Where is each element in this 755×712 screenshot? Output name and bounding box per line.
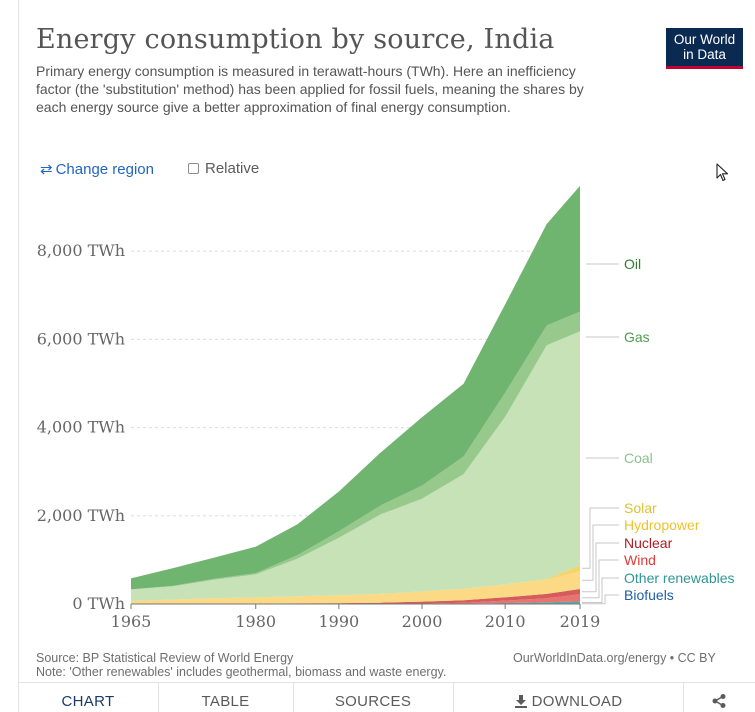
y-tick-label: 2,000 TWh <box>37 506 125 525</box>
relative-label: Relative <box>205 160 260 177</box>
label-connector <box>582 524 619 581</box>
checkbox-icon[interactable] <box>188 163 199 174</box>
label-connector <box>582 559 619 599</box>
tab-sources-label: SOURCES <box>334 693 412 710</box>
series-label-gas: Gas <box>624 329 650 345</box>
series-label-biofuels: Biofuels <box>624 587 674 603</box>
tab-chart-label: CHART <box>61 693 115 710</box>
chart-tab-bar: CHART TABLE SOURCES DOWNLOAD <box>18 682 755 712</box>
y-tick-label: 4,000 TWh <box>37 418 125 437</box>
logo-line-1: Our World <box>673 32 736 47</box>
tab-divider <box>293 683 294 712</box>
swap-arrows-icon: ⇄ <box>40 161 53 178</box>
series-label-other-renewables: Other renewables <box>624 570 735 586</box>
x-tick-label: 2010 <box>485 612 526 631</box>
license-credit[interactable]: OurWorldInData.org/energy • CC BY <box>513 651 716 665</box>
change-region-label: Change region <box>55 161 154 178</box>
stacked-area-chart: 0 TWh 2,000 TWh 4,000 TWh 6,000 TWh 8,000 TW… <box>37 185 735 631</box>
chart-subtitle: Primary energy consumption is measured i… <box>36 63 584 115</box>
label-connector <box>582 577 619 603</box>
x-tick-label: 2000 <box>402 612 443 631</box>
y-tick-label: 0 TWh <box>72 594 125 613</box>
download-icon <box>514 695 527 708</box>
tab-chart[interactable]: CHART <box>18 683 158 712</box>
chart-footer-notes: Source: BP Statistical Review of World E… <box>36 651 446 679</box>
series-label-hydropower: Hydropower <box>624 517 700 533</box>
other-renewables-note: Note: 'Other renewables' includes geothe… <box>36 665 447 679</box>
share-icon <box>712 694 726 708</box>
x-tick-label: 1980 <box>235 612 276 631</box>
relative-toggle[interactable]: Relative <box>188 160 259 177</box>
tab-divider <box>158 683 159 712</box>
mouse-pointer-icon <box>716 163 729 182</box>
label-connector <box>582 507 619 569</box>
y-tick-label: 6,000 TWh <box>37 329 125 348</box>
label-connector <box>582 542 619 593</box>
area-nuclear <box>131 589 580 604</box>
tab-divider <box>453 683 454 712</box>
series-label-oil: Oil <box>624 256 641 272</box>
tab-table-label: TABLE <box>201 693 250 710</box>
x-tick-label: 2019 <box>560 612 601 631</box>
series-label-nuclear: Nuclear <box>624 535 673 551</box>
series-label-solar: Solar <box>624 500 657 516</box>
tab-download[interactable]: DOWNLOAD <box>453 683 683 712</box>
x-tick-label: 1990 <box>319 612 360 631</box>
tab-sources[interactable]: SOURCES <box>293 683 453 712</box>
area-hydropower <box>131 571 580 604</box>
tab-divider <box>683 683 684 712</box>
area-coal <box>131 331 580 601</box>
y-tick-label: 8,000 TWh <box>37 241 125 260</box>
tab-table[interactable]: TABLE <box>158 683 293 712</box>
series-label-wind: Wind <box>624 552 656 568</box>
change-region-button[interactable]: ⇄ Change region <box>40 160 154 178</box>
owid-logo[interactable]: Our World in Data <box>666 28 743 69</box>
x-tick-label: 1965 <box>111 612 152 631</box>
tab-download-label: DOWNLOAD <box>531 693 623 710</box>
source-note: Source: BP Statistical Review of World E… <box>36 651 294 665</box>
area-oil <box>131 185 580 590</box>
logo-line-2: in Data <box>683 47 726 62</box>
share-button[interactable] <box>683 683 755 712</box>
chart-title: Energy consumption by source, India <box>36 24 555 55</box>
label-connector <box>582 594 619 605</box>
series-label-coal: Coal <box>624 450 653 466</box>
